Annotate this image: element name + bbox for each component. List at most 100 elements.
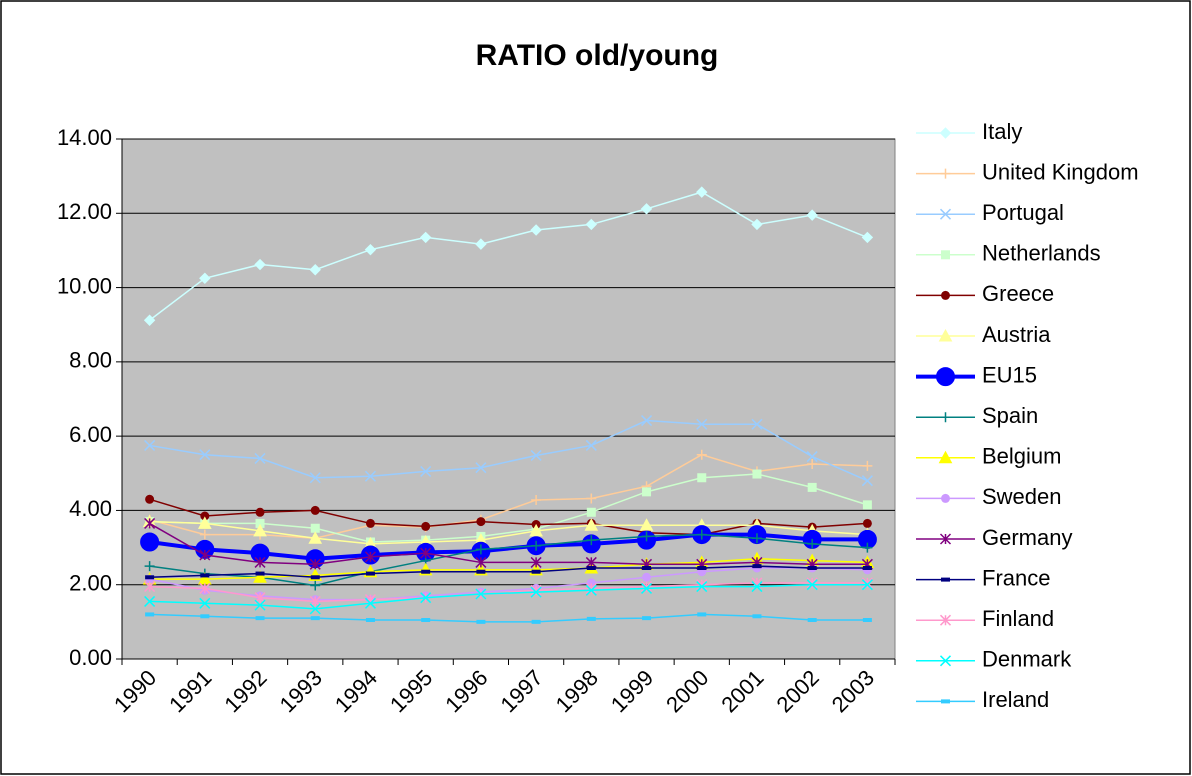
series-line bbox=[149, 582, 868, 603]
y-tick-label: 2.00 bbox=[69, 571, 112, 596]
marker bbox=[586, 535, 597, 546]
y-tick-label: 12.00 bbox=[57, 199, 112, 224]
marker bbox=[807, 538, 818, 549]
marker bbox=[697, 566, 707, 570]
legend-marker bbox=[941, 250, 950, 260]
marker bbox=[862, 500, 872, 510]
chart-title: RATIO old/young bbox=[476, 39, 719, 72]
marker bbox=[199, 449, 211, 461]
marker bbox=[530, 556, 542, 568]
marker bbox=[365, 571, 375, 576]
marker bbox=[255, 507, 265, 517]
marker bbox=[308, 531, 323, 544]
legend-marker bbox=[939, 208, 952, 220]
marker bbox=[421, 569, 431, 574]
marker bbox=[309, 603, 321, 615]
marker bbox=[365, 618, 375, 622]
series-line bbox=[149, 520, 868, 545]
legend-label: Spain bbox=[982, 403, 1038, 428]
marker bbox=[751, 533, 762, 544]
marker bbox=[806, 577, 818, 589]
marker bbox=[531, 619, 541, 624]
marker bbox=[807, 482, 817, 492]
marker bbox=[476, 517, 486, 527]
marker bbox=[254, 452, 266, 464]
marker bbox=[420, 592, 432, 604]
marker bbox=[144, 581, 156, 593]
marker bbox=[639, 518, 654, 531]
series-line bbox=[149, 419, 868, 482]
legend-label: EU15 bbox=[982, 362, 1037, 387]
marker bbox=[420, 547, 432, 559]
marker bbox=[531, 495, 542, 506]
marker bbox=[751, 218, 763, 231]
marker bbox=[751, 581, 763, 593]
marker bbox=[309, 264, 321, 276]
marker bbox=[310, 616, 320, 621]
marker bbox=[585, 218, 598, 231]
legend-label: Finland bbox=[982, 606, 1054, 631]
marker bbox=[806, 209, 818, 221]
marker bbox=[197, 516, 212, 529]
marker bbox=[806, 579, 818, 591]
legend-label: Sweden bbox=[982, 484, 1062, 509]
marker bbox=[862, 566, 872, 570]
marker bbox=[696, 579, 708, 591]
marker bbox=[530, 586, 542, 598]
marker bbox=[642, 616, 652, 621]
marker bbox=[751, 418, 763, 430]
marker bbox=[696, 418, 708, 430]
marker bbox=[255, 616, 265, 621]
marker bbox=[199, 582, 211, 594]
marker bbox=[752, 564, 762, 569]
marker bbox=[697, 612, 707, 617]
marker bbox=[145, 612, 155, 617]
marker bbox=[696, 449, 707, 460]
marker bbox=[254, 258, 266, 271]
legend-label: Ireland bbox=[982, 687, 1049, 712]
series-line bbox=[149, 453, 868, 540]
marker bbox=[254, 556, 266, 568]
marker bbox=[697, 473, 707, 483]
marker bbox=[530, 224, 542, 236]
marker bbox=[862, 460, 873, 471]
series-line bbox=[149, 522, 868, 566]
marker bbox=[364, 551, 376, 563]
marker bbox=[253, 523, 267, 537]
marker bbox=[586, 566, 596, 570]
marker bbox=[530, 584, 542, 596]
marker bbox=[199, 272, 211, 284]
marker bbox=[586, 493, 597, 504]
marker bbox=[861, 231, 874, 244]
marker bbox=[475, 556, 487, 568]
marker bbox=[531, 540, 542, 551]
marker bbox=[253, 570, 267, 583]
marker bbox=[310, 580, 321, 591]
marker bbox=[199, 597, 211, 609]
legend-marker bbox=[941, 493, 950, 503]
marker bbox=[752, 614, 762, 619]
marker bbox=[144, 517, 156, 529]
legend-marker bbox=[941, 577, 950, 582]
legend-label: Germany bbox=[982, 525, 1072, 550]
marker bbox=[642, 487, 652, 497]
marker bbox=[530, 449, 542, 461]
marker bbox=[806, 451, 818, 463]
marker bbox=[807, 459, 818, 469]
marker bbox=[642, 572, 652, 582]
marker bbox=[365, 518, 375, 528]
marker bbox=[420, 465, 432, 477]
marker bbox=[140, 532, 160, 552]
marker bbox=[696, 186, 708, 198]
legend-marker bbox=[941, 699, 950, 704]
marker bbox=[200, 573, 210, 578]
marker bbox=[309, 472, 321, 484]
marker bbox=[862, 518, 872, 528]
series-line bbox=[149, 533, 868, 587]
legend-marker bbox=[939, 533, 952, 545]
marker bbox=[641, 582, 653, 594]
series-line bbox=[149, 473, 868, 543]
marker bbox=[476, 569, 486, 574]
marker bbox=[476, 619, 486, 624]
